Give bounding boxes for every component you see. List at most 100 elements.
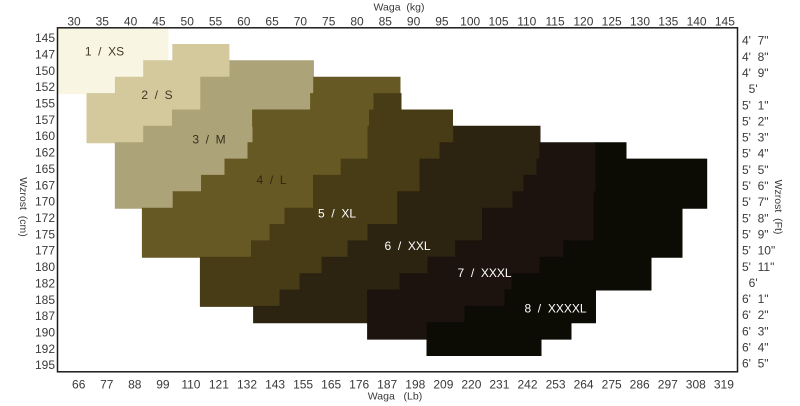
- svg-text:5' 9": 5' 9": [742, 228, 769, 242]
- svg-text:125: 125: [602, 15, 622, 29]
- svg-text:75: 75: [322, 15, 336, 29]
- svg-text:157: 157: [35, 113, 55, 127]
- svg-text:30: 30: [67, 15, 81, 29]
- svg-text:185: 185: [35, 293, 55, 307]
- svg-text:286: 286: [630, 378, 650, 392]
- svg-text:5' 2": 5' 2": [742, 115, 769, 129]
- svg-text:50: 50: [181, 15, 195, 29]
- svg-text:60: 60: [237, 15, 251, 29]
- svg-text:5' 6": 5' 6": [742, 179, 769, 193]
- svg-text:5' 4": 5' 4": [742, 147, 769, 161]
- svg-text:170: 170: [35, 195, 55, 209]
- svg-text:155: 155: [293, 378, 313, 392]
- svg-text:195: 195: [35, 358, 55, 372]
- svg-text:147: 147: [35, 48, 55, 62]
- svg-text:77: 77: [100, 378, 114, 392]
- svg-text:5' 1": 5' 1": [742, 98, 769, 112]
- svg-text:135: 135: [658, 15, 678, 29]
- svg-text:8 / XXXXL: 8 / XXXXL: [524, 302, 586, 316]
- svg-text:152: 152: [35, 80, 55, 94]
- svg-text:180: 180: [35, 260, 55, 274]
- svg-text:150: 150: [35, 64, 55, 78]
- svg-text:176: 176: [349, 378, 369, 392]
- svg-text:6' 2": 6' 2": [742, 308, 769, 322]
- svg-text:177: 177: [35, 244, 55, 258]
- svg-text:4' 8": 4' 8": [742, 50, 769, 64]
- svg-text:308: 308: [686, 378, 706, 392]
- svg-text:88: 88: [128, 378, 142, 392]
- svg-text:192: 192: [35, 342, 55, 356]
- svg-text:7 / XXXL: 7 / XXXL: [457, 266, 511, 280]
- svg-text:4' 9": 4' 9": [742, 66, 769, 80]
- svg-text:6' 4": 6' 4": [742, 341, 769, 355]
- svg-text:231: 231: [489, 378, 509, 392]
- svg-text:5': 5': [742, 82, 758, 96]
- svg-text:130: 130: [630, 15, 650, 29]
- svg-text:70: 70: [294, 15, 308, 29]
- svg-text:120: 120: [573, 15, 593, 29]
- svg-text:220: 220: [461, 378, 481, 392]
- svg-text:155: 155: [35, 97, 55, 111]
- svg-text:55: 55: [209, 15, 223, 29]
- svg-text:253: 253: [546, 378, 566, 392]
- svg-text:110: 110: [181, 378, 200, 392]
- svg-text:162: 162: [35, 146, 55, 160]
- svg-text:4 / L: 4 / L: [256, 173, 286, 187]
- svg-text:99: 99: [156, 378, 170, 392]
- svg-text:Waga (Lb): Waga (Lb): [368, 391, 422, 403]
- svg-text:175: 175: [35, 227, 55, 241]
- svg-text:143: 143: [265, 378, 285, 392]
- svg-text:145: 145: [715, 15, 735, 29]
- svg-text:35: 35: [96, 15, 110, 29]
- svg-text:90: 90: [407, 15, 421, 29]
- svg-text:85: 85: [379, 15, 393, 29]
- svg-text:105: 105: [488, 15, 508, 29]
- svg-text:145: 145: [35, 31, 55, 45]
- svg-text:Wzrost (cm): Wzrost (cm): [17, 177, 29, 237]
- svg-text:95: 95: [435, 15, 449, 29]
- svg-text:275: 275: [602, 378, 622, 392]
- svg-text:140: 140: [687, 15, 707, 29]
- svg-text:198: 198: [405, 378, 425, 392]
- svg-text:160: 160: [35, 129, 55, 143]
- svg-text:5' 11": 5' 11": [742, 260, 774, 274]
- svg-text:264: 264: [574, 378, 594, 392]
- svg-text:5' 3": 5' 3": [742, 131, 769, 145]
- svg-text:6' 1": 6' 1": [742, 292, 769, 306]
- svg-text:187: 187: [377, 378, 397, 392]
- svg-text:40: 40: [124, 15, 138, 29]
- svg-text:6' 3": 6' 3": [742, 324, 769, 338]
- svg-text:6' 5": 6' 5": [742, 357, 769, 371]
- svg-text:165: 165: [321, 378, 341, 392]
- svg-text:209: 209: [433, 378, 453, 392]
- svg-text:3 / M: 3 / M: [192, 133, 225, 147]
- svg-text:121: 121: [209, 378, 229, 392]
- svg-text:1 / XS: 1 / XS: [85, 45, 124, 59]
- svg-text:2 / S: 2 / S: [141, 88, 172, 102]
- svg-text:187: 187: [35, 309, 55, 323]
- svg-text:297: 297: [658, 378, 678, 392]
- svg-text:4' 7": 4' 7": [742, 34, 769, 48]
- svg-text:110: 110: [517, 15, 536, 29]
- svg-text:5' 7": 5' 7": [742, 195, 769, 209]
- svg-text:132: 132: [237, 378, 257, 392]
- svg-text:5' 10": 5' 10": [742, 244, 775, 258]
- svg-text:5' 8": 5' 8": [742, 211, 769, 225]
- svg-text:Wzrost (Ft): Wzrost (Ft): [772, 180, 784, 235]
- svg-text:165: 165: [35, 162, 55, 176]
- svg-text:242: 242: [517, 378, 537, 392]
- svg-text:172: 172: [35, 211, 55, 225]
- svg-text:319: 319: [714, 378, 734, 392]
- svg-text:100: 100: [460, 15, 480, 29]
- svg-text:5 / XL: 5 / XL: [318, 207, 356, 221]
- svg-text:45: 45: [152, 15, 166, 29]
- svg-text:190: 190: [35, 326, 55, 340]
- svg-text:80: 80: [350, 15, 364, 29]
- svg-text:5' 5": 5' 5": [742, 163, 769, 177]
- svg-text:115: 115: [546, 15, 565, 29]
- svg-text:6 / XXL: 6 / XXL: [384, 239, 430, 253]
- svg-text:167: 167: [35, 178, 55, 192]
- svg-text:6': 6': [742, 276, 758, 290]
- svg-text:Waga (kg): Waga (kg): [374, 2, 425, 14]
- svg-text:66: 66: [72, 378, 86, 392]
